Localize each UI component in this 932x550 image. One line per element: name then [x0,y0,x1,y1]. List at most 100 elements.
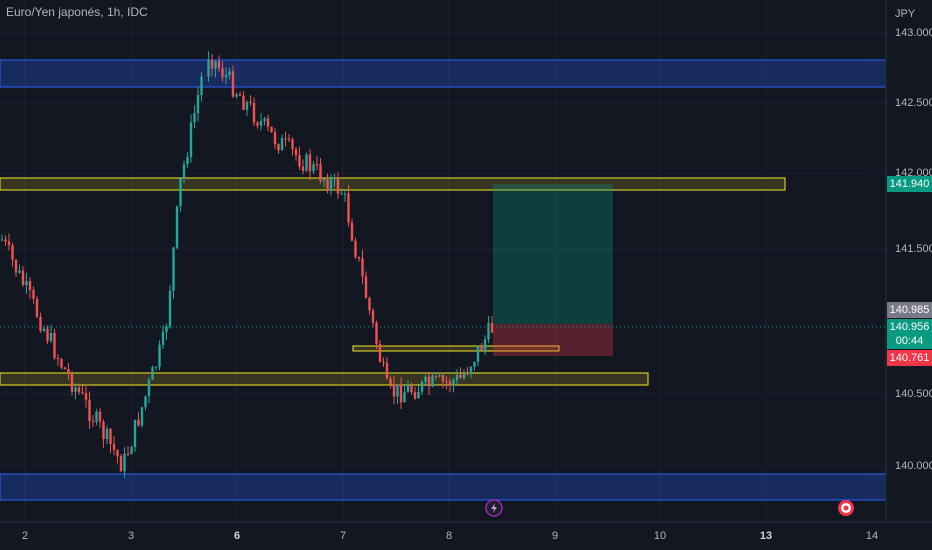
candle-body [46,328,49,341]
time-tick: 14 [866,530,878,542]
time-tick: 10 [654,530,666,542]
current-price-badge: 140.956 00:44 [887,319,932,349]
candle-body [382,361,385,363]
candle-body [361,258,364,277]
candle-body [102,421,105,439]
candle-body [158,344,161,367]
time-tick: 13 [760,530,772,542]
lightning-icon[interactable] [485,499,503,517]
candle-body [182,164,186,179]
candle-body [53,332,56,358]
symbol-title[interactable]: Euro/Yen japonés, 1h, IDC [6,5,148,19]
candle-body [116,450,119,457]
candle-body [483,339,487,350]
candle-body [473,361,476,367]
candle-body [74,387,77,392]
candle-body [364,276,368,298]
time-tick: 9 [552,530,558,542]
candle-body [88,399,91,421]
candle-body [238,94,242,96]
candle-body [371,310,375,323]
candle-body [305,154,308,171]
candle-body [147,379,151,397]
candle-body [480,345,483,350]
candle-body [228,71,231,76]
resistance-support-zone[interactable] [0,177,786,191]
candle-body [18,270,21,273]
candle-body [151,366,154,380]
candle-body [200,76,203,96]
candle-body [186,156,189,165]
candle-body [161,331,165,345]
supply-zone[interactable] [0,59,887,88]
price-tick: 141.500 [895,243,932,255]
candle-body [431,376,434,387]
price-tick: 140.500 [895,388,932,400]
current-price-label: 140.956 [889,321,930,333]
support-zone[interactable] [0,372,649,386]
position-profit-area[interactable] [493,184,613,324]
candle-body [81,392,84,394]
candle-body [245,101,249,110]
candle-body [98,411,102,422]
candle-body [350,222,354,241]
time-axis[interactable]: 2 3 6 7 8 9 10 13 14 [0,521,932,542]
candle-body [0,239,4,241]
candle-body [392,384,396,397]
price-axis[interactable]: 143.000 142.500 142.000 141.500 140.500 … [885,0,932,522]
candle-body [84,393,88,400]
candle-body [410,385,413,393]
candle-body [77,387,81,393]
demand-zone[interactable] [0,473,887,501]
candles [0,51,494,478]
currency-label: JPY [895,8,916,20]
candle-body [406,385,410,393]
candle-body [396,384,399,397]
candle-body [91,420,95,422]
candle-body [7,241,11,246]
candle-body [32,289,35,299]
candle-body [424,376,427,382]
candle-body [175,206,179,248]
candle-body [252,103,256,123]
candle-body [469,366,473,374]
candle-body [389,378,392,385]
candle-body [144,396,147,408]
candle-body [434,376,438,378]
candle-body [312,164,315,172]
target-icon[interactable] [838,500,854,516]
candle-body [189,122,193,157]
time-tick: 3 [128,530,134,542]
candle-body [420,381,424,392]
candle-body [354,240,357,257]
candle-body [4,239,7,242]
price-tick: 140.000 [895,460,932,472]
candle-body [375,322,378,345]
candle-body [109,428,112,445]
candle-body [378,344,382,362]
price-tick: 142.500 [895,97,932,109]
candle-body [445,381,448,383]
candle-body [221,68,224,78]
candle-body [56,357,60,360]
candle-body [294,149,298,156]
candle-body [60,359,63,368]
candle-body [126,453,130,455]
candle-body [133,419,137,448]
candle-body [368,297,371,311]
candle-body [459,374,462,378]
mid-level-zone[interactable] [352,345,560,352]
candle-body [231,71,235,97]
candle-body [336,177,340,194]
candle-body [277,144,280,151]
candle-body [112,444,116,451]
position-loss-area[interactable] [493,324,613,356]
candle-body [343,193,347,195]
candle-body [476,345,480,362]
time-tick: 7 [340,530,346,542]
candle-body [137,419,140,426]
candle-body [438,375,441,377]
candle-body [70,374,74,392]
